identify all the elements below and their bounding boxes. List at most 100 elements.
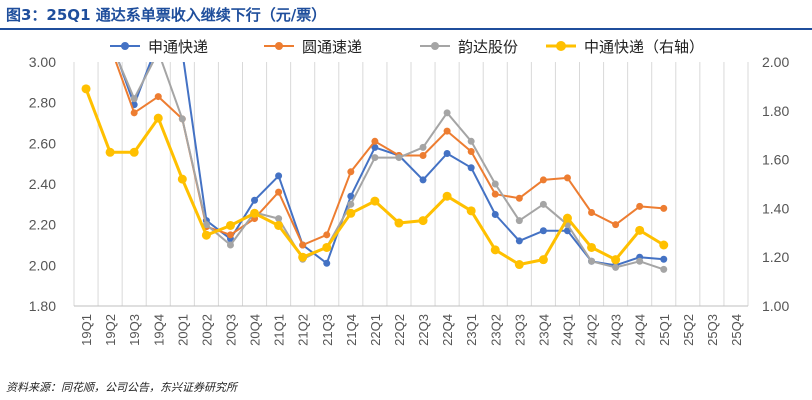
data-point — [371, 143, 379, 151]
data-point — [515, 237, 523, 245]
x-tick-label: 19Q3 — [127, 314, 142, 346]
data-point — [226, 231, 234, 239]
data-point — [418, 216, 428, 226]
data-point — [659, 240, 669, 250]
legend-label: 申通快递 — [148, 38, 208, 56]
data-point — [539, 200, 547, 208]
y2-tick-label: 1.00 — [762, 298, 789, 314]
y-tick-label: 2.40 — [29, 176, 56, 192]
data-point — [467, 137, 475, 145]
data-point — [130, 95, 138, 103]
legend-label: 韵达股份 — [458, 38, 518, 56]
data-point — [514, 260, 524, 270]
data-point — [83, 28, 90, 35]
data-point — [251, 196, 259, 204]
data-point — [491, 180, 499, 188]
data-point — [562, 213, 572, 223]
x-tick-label: 23Q4 — [536, 314, 551, 346]
grid-lines — [73, 62, 749, 306]
y-tick-label: 2.60 — [29, 135, 56, 151]
data-point — [515, 194, 523, 202]
legend-item: 韵达股份 — [420, 38, 518, 56]
data-point — [322, 242, 332, 252]
data-point — [491, 190, 499, 198]
data-point — [347, 200, 355, 208]
data-point — [443, 127, 451, 135]
x-tick-label: 25Q1 — [657, 314, 672, 346]
x-tick-label: 23Q1 — [464, 314, 479, 346]
data-point — [83, 34, 90, 41]
x-tick-label: 21Q2 — [296, 314, 311, 346]
legend-marker — [556, 41, 566, 51]
data-point — [442, 191, 452, 201]
data-point — [130, 109, 138, 117]
x-tick-label: 20Q4 — [248, 314, 263, 346]
data-point — [105, 147, 115, 157]
data-point — [611, 255, 621, 265]
data-point — [83, 18, 90, 25]
x-tick-label: 22Q4 — [440, 314, 455, 346]
x-tick-label: 24Q1 — [560, 314, 575, 346]
data-point — [274, 220, 284, 230]
x-tick-label: 22Q3 — [416, 314, 431, 346]
x-tick-label: 24Q3 — [609, 314, 624, 346]
data-point — [81, 84, 91, 94]
data-point — [419, 176, 427, 184]
x-tick-label: 25Q4 — [729, 314, 744, 346]
y-tick-label: 2.00 — [29, 257, 56, 273]
data-point — [515, 217, 523, 225]
plot-area — [81, 18, 669, 273]
data-point — [660, 204, 668, 212]
y2-tick-label: 1.40 — [762, 200, 789, 216]
title-divider — [0, 28, 812, 30]
data-point — [539, 227, 547, 235]
data-point — [201, 230, 211, 240]
x-tick-label: 24Q4 — [633, 314, 648, 346]
source-note: 资料来源：同花顺，公司公告，东兴证券研究所 — [6, 381, 237, 394]
y-tick-label: 2.80 — [29, 95, 56, 111]
y2-tick-label: 1.80 — [762, 103, 789, 119]
data-point — [419, 143, 427, 151]
y2-tick-label: 1.20 — [762, 249, 789, 265]
legend-marker — [431, 42, 439, 50]
y-axis-left: 1.80 2.00 2.20 2.40 2.60 2.80 3.00 — [29, 54, 56, 314]
x-tick-label: 22Q1 — [368, 314, 383, 346]
data-point — [395, 154, 403, 162]
data-point — [178, 115, 186, 123]
data-point — [419, 152, 427, 160]
x-tick-label: 24Q2 — [585, 314, 600, 346]
data-point — [538, 255, 548, 265]
data-point — [275, 188, 283, 196]
data-point — [323, 259, 331, 267]
data-point — [323, 231, 331, 239]
data-point — [394, 218, 404, 228]
data-point — [371, 137, 379, 145]
data-point — [443, 109, 451, 117]
data-point — [588, 257, 596, 265]
x-tick-label: 21Q3 — [320, 314, 335, 346]
data-point — [153, 113, 163, 123]
data-point — [107, 38, 114, 45]
data-point — [467, 164, 475, 172]
data-point — [443, 150, 451, 157]
x-tick-label: 19Q4 — [151, 314, 166, 346]
x-tick-label: 20Q1 — [175, 314, 190, 346]
data-point — [250, 208, 260, 218]
data-point — [275, 172, 283, 180]
legend-item: 圆通速递 — [264, 38, 362, 56]
data-point — [346, 208, 356, 218]
data-point — [491, 211, 499, 218]
y-tick-label: 3.00 — [29, 54, 56, 70]
x-tick-label: 20Q3 — [223, 314, 238, 346]
data-point — [226, 241, 234, 249]
data-point — [612, 263, 620, 271]
chart-title: 图3：25Q1 通达系单票收入继续下行（元/票） — [6, 6, 327, 24]
legend-item: 中通快递（右轴） — [546, 38, 704, 56]
data-point — [660, 255, 668, 263]
data-point — [467, 147, 475, 155]
series-right — [81, 84, 669, 270]
data-point — [347, 168, 355, 176]
x-tick-label: 25Q2 — [681, 314, 696, 346]
data-point — [225, 220, 235, 230]
data-point — [612, 221, 620, 229]
